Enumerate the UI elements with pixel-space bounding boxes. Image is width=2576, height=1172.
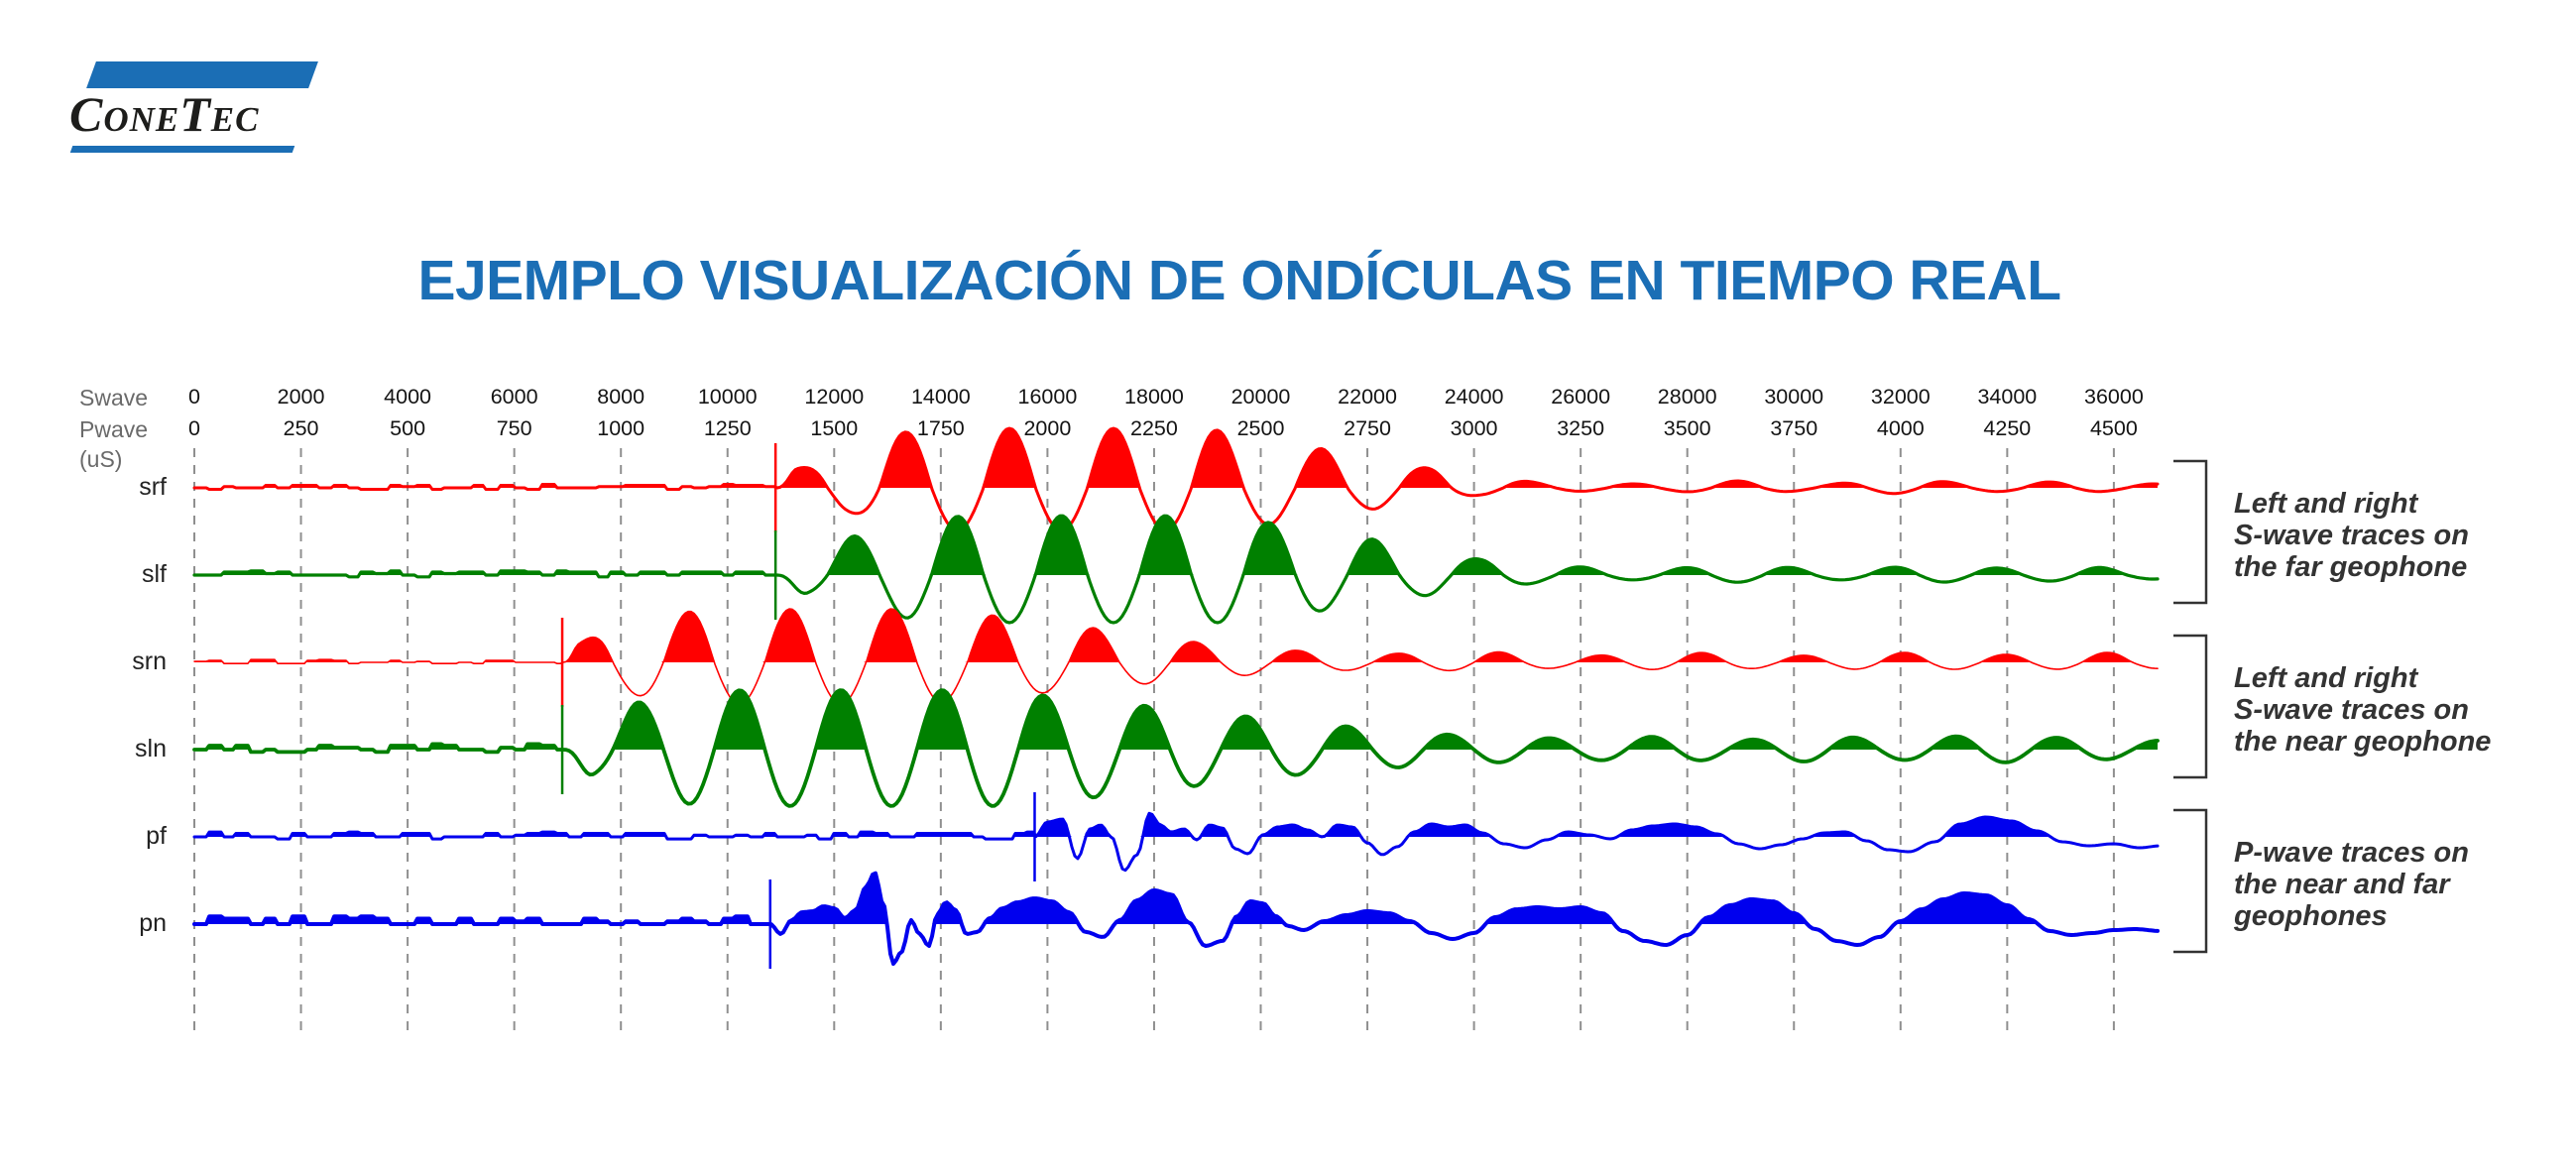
pwave-tick-2250: 2250 bbox=[1130, 416, 1178, 440]
pwave-tick-750: 750 bbox=[496, 416, 532, 440]
swave-tick-22000: 22000 bbox=[1338, 385, 1397, 409]
bracket-near-geophone bbox=[2173, 634, 2208, 779]
pwave-tick-500: 500 bbox=[390, 416, 426, 440]
pwave-tick-4500: 4500 bbox=[2089, 416, 2138, 440]
swave-tick-12000: 12000 bbox=[804, 385, 865, 409]
pwave-tick-1250: 1250 bbox=[703, 416, 752, 440]
pwave-tick-3750: 3750 bbox=[1770, 416, 1818, 440]
swave-tick-2000: 2000 bbox=[277, 385, 325, 409]
swave-tick-6000: 6000 bbox=[490, 385, 538, 409]
bracket-p-geophones bbox=[2173, 808, 2208, 954]
swave-tick-30000: 30000 bbox=[1764, 385, 1824, 409]
trace-slf-fill bbox=[194, 516, 2158, 575]
trace-label-srf: srf bbox=[139, 473, 167, 501]
swave-tick-32000: 32000 bbox=[1870, 385, 1931, 409]
swave-tick-28000: 28000 bbox=[1657, 385, 1717, 409]
pwave-tick-4250: 4250 bbox=[1983, 416, 2032, 440]
trace-srn-line bbox=[193, 608, 2159, 705]
annotation-p-geophones: P-wave traces on the near and far geopho… bbox=[2234, 836, 2469, 932]
pwave-axis-label: Pwave bbox=[79, 416, 149, 442]
trace-pn-fill bbox=[194, 873, 2158, 924]
pwave-tick-2500: 2500 bbox=[1236, 416, 1285, 440]
conetec-logo: ConeTec bbox=[0, 0, 416, 188]
trace-label-pf: pf bbox=[146, 822, 167, 850]
swave-tick-10000: 10000 bbox=[697, 385, 758, 409]
trace-pf-line bbox=[192, 811, 2160, 873]
axis-unit-label: (uS) bbox=[79, 446, 123, 472]
pwave-tick-250: 250 bbox=[283, 416, 319, 440]
trace-pn-line bbox=[192, 871, 2160, 966]
bracket-far-geophone bbox=[2173, 459, 2208, 605]
swave-axis-label: Swave bbox=[79, 385, 149, 410]
swave-tick-18000: 18000 bbox=[1124, 385, 1184, 409]
annotation-far-geophone: Left and right S-wave traces on the far … bbox=[2234, 487, 2469, 583]
pwave-tick-0: 0 bbox=[188, 416, 200, 440]
swave-tick-14000: 14000 bbox=[910, 385, 971, 409]
trace-label-sln: sln bbox=[135, 735, 167, 762]
trace-srn-fill bbox=[194, 609, 2158, 662]
swave-tick-0: 0 bbox=[188, 385, 200, 409]
swave-tick-34000: 34000 bbox=[1977, 385, 2038, 409]
brand-name: ConeTec bbox=[69, 86, 260, 142]
trace-slf-line bbox=[192, 514, 2160, 625]
pwave-tick-3500: 3500 bbox=[1663, 416, 1711, 440]
swave-tick-8000: 8000 bbox=[597, 385, 645, 409]
swave-tick-20000: 20000 bbox=[1230, 385, 1291, 409]
swave-tick-4000: 4000 bbox=[384, 385, 432, 409]
pwave-tick-4000: 4000 bbox=[1876, 416, 1925, 440]
pwave-tick-1500: 1500 bbox=[810, 416, 859, 440]
trace-srf-line bbox=[192, 426, 2160, 532]
pwave-tick-3000: 3000 bbox=[1450, 416, 1498, 440]
trace-label-pn: pn bbox=[139, 909, 167, 937]
swave-tick-24000: 24000 bbox=[1444, 385, 1504, 409]
pwave-tick-3250: 3250 bbox=[1557, 416, 1605, 440]
trace-sln-line bbox=[192, 688, 2160, 808]
trace-sln-fill bbox=[194, 690, 2158, 750]
pwave-tick-1750: 1750 bbox=[916, 416, 965, 440]
trace-pf-fill bbox=[194, 813, 2158, 837]
swave-tick-16000: 16000 bbox=[1017, 385, 1078, 409]
pwave-tick-1000: 1000 bbox=[597, 416, 645, 440]
pwave-tick-2750: 2750 bbox=[1344, 416, 1391, 440]
page-title: EJEMPLO VISUALIZACIÓN DE ONDÍCULAS EN TI… bbox=[417, 249, 2061, 312]
pwave-tick-2000: 2000 bbox=[1023, 416, 1072, 440]
annotation-near-geophone: Left and right S-wave traces on the near… bbox=[2234, 661, 2492, 758]
swave-tick-36000: 36000 bbox=[2083, 385, 2144, 409]
trace-label-srn: srn bbox=[132, 647, 167, 675]
swave-tick-26000: 26000 bbox=[1551, 385, 1611, 409]
trace-label-slf: slf bbox=[142, 560, 167, 588]
